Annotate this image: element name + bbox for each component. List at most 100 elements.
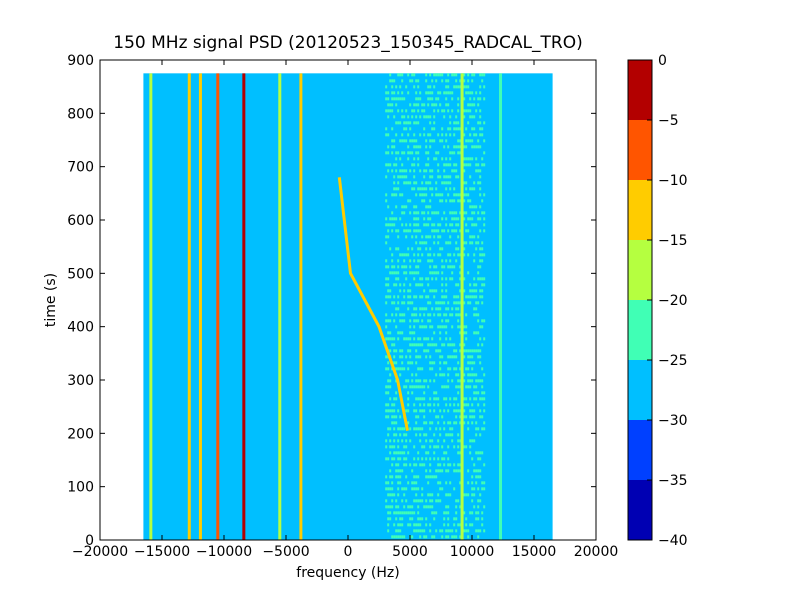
heatmap-noise-cell: [477, 529, 480, 533]
heatmap-noise-cell: [425, 469, 428, 473]
heatmap-noise-cell: [473, 187, 476, 191]
heatmap-noise-cell: [469, 445, 472, 449]
heatmap-noise-cell: [441, 295, 444, 299]
heatmap-noise-cell: [437, 133, 440, 137]
heatmap-noise-cell: [449, 259, 452, 263]
heatmap-noise-cell: [431, 421, 434, 425]
heatmap-noise-cell: [393, 451, 396, 455]
heatmap-noise-cell: [447, 517, 450, 521]
heatmap-noise-cell: [393, 139, 396, 143]
heatmap-noise-cell: [385, 445, 388, 449]
heatmap-noise-cell: [463, 247, 466, 251]
heatmap-noise-cell: [463, 211, 466, 215]
heatmap-noise-cell: [411, 73, 414, 77]
heatmap-noise-cell: [437, 169, 440, 173]
heatmap-noise-cell: [433, 73, 436, 77]
heatmap-noise-cell: [425, 193, 428, 197]
heatmap-noise-cell: [403, 301, 406, 305]
heatmap-noise-cell: [453, 127, 456, 131]
heatmap-noise-cell: [443, 91, 446, 95]
heatmap-noise-cell: [455, 217, 458, 221]
heatmap-noise-cell: [385, 85, 388, 89]
heatmap-noise-cell: [427, 91, 430, 95]
heatmap-noise-cell: [413, 403, 416, 407]
heatmap-noise-cell: [415, 121, 418, 125]
heatmap-noise-cell: [467, 295, 470, 299]
heatmap-noise-cell: [395, 313, 398, 317]
heatmap-noise-cell: [413, 481, 416, 485]
colorbar-segment: [628, 60, 652, 120]
heatmap-noise-cell: [457, 319, 460, 323]
heatmap-noise-cell: [483, 337, 486, 341]
heatmap-noise-cell: [471, 457, 474, 461]
heatmap-noise-cell: [395, 85, 398, 89]
heatmap-noise-cell: [401, 73, 404, 77]
heatmap-noise-cell: [419, 367, 422, 371]
heatmap-noise-cell: [395, 415, 398, 419]
heatmap-noise-cell: [477, 235, 480, 239]
heatmap-noise-cell: [397, 91, 400, 95]
heatmap-noise-cell: [439, 481, 442, 485]
heatmap-noise-cell: [479, 337, 482, 341]
heatmap-noise-cell: [423, 403, 426, 407]
heatmap-noise-cell: [387, 433, 390, 437]
heatmap-noise-cell: [417, 475, 420, 479]
heatmap-noise-cell: [415, 349, 418, 353]
heatmap-noise-cell: [431, 97, 434, 101]
heatmap-noise-cell: [483, 97, 486, 101]
heatmap-noise-cell: [397, 511, 400, 515]
heatmap-noise-cell: [435, 397, 438, 401]
heatmap-noise-cell: [419, 523, 422, 527]
heatmap-noise-cell: [395, 103, 398, 107]
heatmap-noise-cell: [423, 535, 426, 539]
heatmap-noise-cell: [389, 511, 392, 515]
heatmap-noise-cell: [439, 373, 442, 377]
heatmap-noise-cell: [459, 349, 462, 353]
heatmap-noise-cell: [415, 91, 418, 95]
heatmap-noise-cell: [435, 349, 438, 353]
heatmap-noise-cell: [431, 223, 434, 227]
heatmap-noise-cell: [453, 265, 456, 269]
heatmap-noise-cell: [483, 217, 486, 221]
heatmap-noise-cell: [387, 331, 390, 335]
heatmap-noise-cell: [477, 121, 480, 125]
heatmap-noise-cell: [467, 199, 470, 203]
heatmap-noise-cell: [389, 469, 392, 473]
heatmap-noise-cell: [467, 349, 470, 353]
heatmap-noise-cell: [455, 409, 458, 413]
heatmap-noise-cell: [447, 175, 450, 179]
heatmap-noise-cell: [395, 187, 398, 191]
heatmap-noise-cell: [409, 361, 412, 365]
heatmap-noise-cell: [409, 325, 412, 329]
heatmap-noise-cell: [413, 211, 416, 215]
heatmap-noise-cell: [393, 115, 396, 119]
heatmap-noise-cell: [385, 415, 388, 419]
heatmap-noise-cell: [393, 397, 396, 401]
heatmap-noise-cell: [447, 379, 450, 383]
heatmap-noise-cell: [471, 115, 474, 119]
heatmap-noise-cell: [419, 355, 422, 359]
x-tick-label: −20000: [72, 544, 128, 560]
heatmap-noise-cell: [417, 247, 420, 251]
heatmap-noise-cell: [413, 229, 416, 233]
heatmap-noise-cell: [449, 337, 452, 341]
heatmap-noise-cell: [393, 409, 396, 413]
heatmap-noise-cell: [397, 463, 400, 467]
heatmap-noise-cell: [451, 325, 454, 329]
heatmap-noise-cell: [469, 301, 472, 305]
heatmap-noise-cell: [477, 535, 480, 539]
heatmap-noise-cell: [481, 343, 484, 347]
heatmap-noise-cell: [443, 109, 446, 113]
heatmap-noise-cell: [437, 463, 440, 467]
heatmap-noise-cell: [425, 145, 428, 149]
heatmap-noise-cell: [441, 415, 444, 419]
heatmap-noise-cell: [423, 199, 426, 203]
heatmap-noise-cell: [445, 451, 448, 455]
heatmap-noise-cell: [439, 325, 442, 329]
heatmap-noise-cell: [441, 157, 444, 161]
heatmap-noise-cell: [413, 487, 416, 491]
heatmap-noise-cell: [387, 277, 390, 281]
heatmap-noise-cell: [389, 397, 392, 401]
heatmap-noise-cell: [407, 391, 410, 395]
heatmap-noise-cell: [459, 145, 462, 149]
